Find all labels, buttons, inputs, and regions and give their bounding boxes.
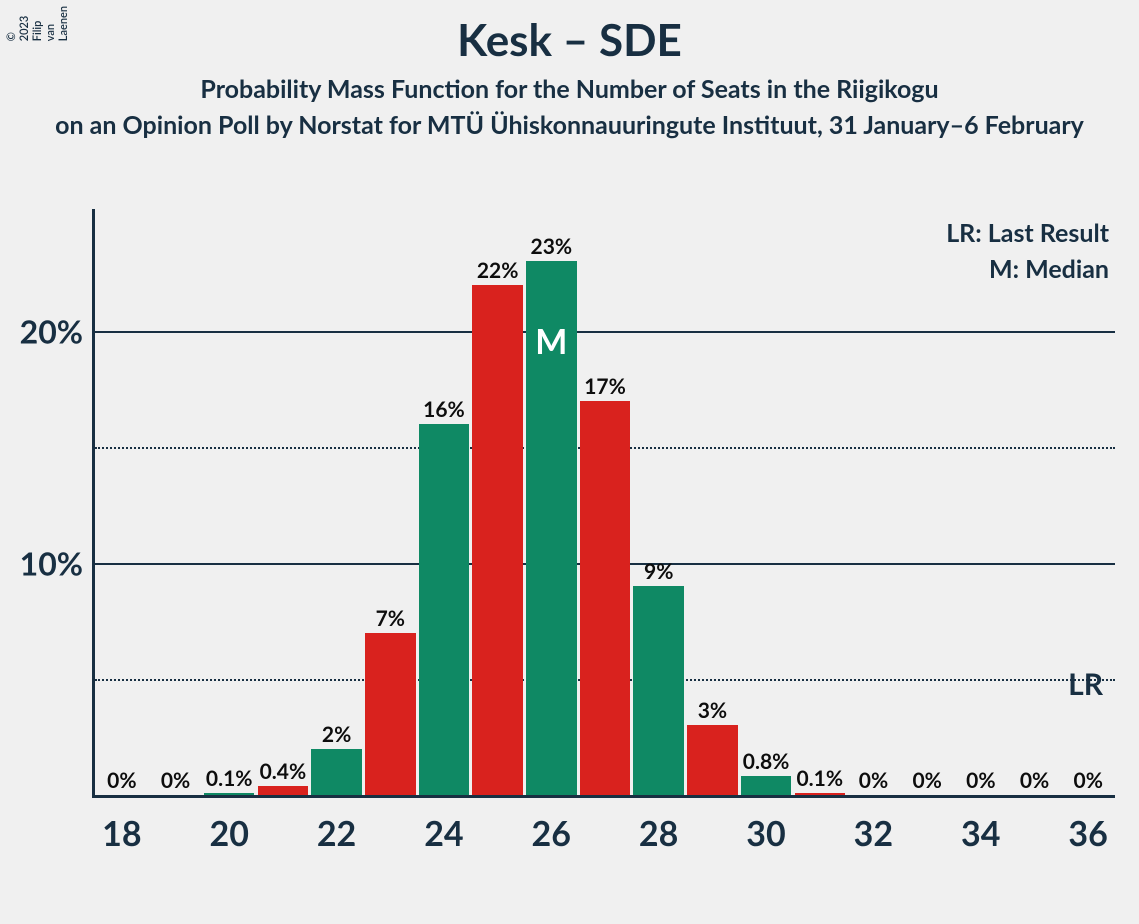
bar-value-label: 3% bbox=[698, 698, 727, 723]
bar-slot: 0% bbox=[149, 215, 203, 795]
x-axis-labels: 18202224262830323436 bbox=[68, 813, 1088, 854]
bar-value-label: 23% bbox=[531, 234, 573, 259]
bar: 9% bbox=[633, 586, 683, 795]
bar-slot: 17% bbox=[578, 215, 632, 795]
chart-plot-area: 0%0%0.1%0.4%2%7%16%22%23%M17%9%3%0.8%0.1… bbox=[95, 215, 1115, 795]
y-tick-label: 20% bbox=[20, 312, 83, 351]
bar-value-label: 0% bbox=[1074, 768, 1103, 793]
x-tick-label: 36 bbox=[1034, 813, 1139, 854]
bar-value-label: 0% bbox=[912, 768, 941, 793]
bar-slot: 0% bbox=[1061, 215, 1115, 795]
median-mark: M bbox=[535, 321, 567, 362]
bar-value-label: 9% bbox=[644, 559, 673, 584]
bar: 3% bbox=[687, 725, 737, 795]
bar: 23%M bbox=[526, 261, 576, 795]
bar-slot: 0% bbox=[95, 215, 149, 795]
y-tick-label: 10% bbox=[20, 544, 83, 583]
bar: 16% bbox=[419, 424, 469, 795]
bar-slot: 0% bbox=[900, 215, 954, 795]
bar-slot: 0% bbox=[954, 215, 1008, 795]
x-tick-label: 32 bbox=[820, 813, 927, 854]
bar-value-label: 0% bbox=[161, 768, 190, 793]
bar-value-label: 0.1% bbox=[206, 766, 253, 791]
bar: 22% bbox=[472, 285, 522, 795]
bar-slot: 0% bbox=[847, 215, 901, 795]
bar-slot: 0% bbox=[1008, 215, 1062, 795]
bar-value-label: 16% bbox=[423, 397, 465, 422]
bar-value-label: 0.4% bbox=[260, 759, 307, 784]
lr-marker: LR bbox=[1068, 666, 1103, 702]
bar: 17% bbox=[580, 401, 630, 795]
x-tick-label: 34 bbox=[927, 813, 1034, 854]
bar: 0.8% bbox=[741, 776, 791, 795]
bar: 0.1% bbox=[795, 793, 845, 795]
bar-slot: 23% M bbox=[525, 215, 579, 795]
bar: 7% bbox=[365, 633, 415, 795]
bar-value-label: 2% bbox=[322, 722, 351, 747]
bar-slot: 0.1% bbox=[202, 215, 256, 795]
bar-slot: 0.8% bbox=[739, 215, 793, 795]
x-tick-label: 30 bbox=[712, 813, 819, 854]
bar: 0.4% bbox=[258, 786, 308, 795]
bar-value-label: 0% bbox=[1020, 768, 1049, 793]
bar: 0.1% bbox=[204, 793, 254, 795]
bar-slot: 7% bbox=[363, 215, 417, 795]
x-tick-label: 22 bbox=[283, 813, 390, 854]
x-tick-label: 20 bbox=[176, 813, 283, 854]
chart-title: Kesk – SDE bbox=[0, 0, 1139, 66]
x-tick-label: 28 bbox=[605, 813, 712, 854]
bar-value-label: 0% bbox=[966, 768, 995, 793]
bar-slot: 9% bbox=[632, 215, 686, 795]
x-tick-label: 18 bbox=[68, 813, 175, 854]
bar-value-label: 22% bbox=[477, 258, 519, 283]
bar-slot: 2% bbox=[310, 215, 364, 795]
bar-value-label: 0.8% bbox=[743, 749, 790, 774]
x-tick-label: 24 bbox=[390, 813, 497, 854]
x-axis bbox=[92, 795, 1115, 798]
bar-value-label: 0% bbox=[107, 768, 136, 793]
bar: 2% bbox=[311, 749, 361, 795]
bar-slot: 3% bbox=[686, 215, 740, 795]
bar-value-label: 0.1% bbox=[796, 766, 843, 791]
copyright: © 2023 Filip van Laenen bbox=[5, 6, 70, 41]
bar-value-label: 7% bbox=[376, 606, 405, 631]
bar-slot: 16% bbox=[417, 215, 471, 795]
bar-slot: 22% bbox=[471, 215, 525, 795]
chart-subsubtitle: on an Opinion Poll by Norstat for MTÜ Üh… bbox=[0, 110, 1139, 140]
chart-subtitle: Probability Mass Function for the Number… bbox=[0, 74, 1139, 104]
bar-value-label: 0% bbox=[859, 768, 888, 793]
x-tick-label: 26 bbox=[498, 813, 605, 854]
bar-slot: 0.1% bbox=[793, 215, 847, 795]
bars-container: 0%0%0.1%0.4%2%7%16%22%23%M17%9%3%0.8%0.1… bbox=[95, 215, 1115, 795]
bar-value-label: 17% bbox=[584, 374, 626, 399]
bar-slot: 0.4% bbox=[256, 215, 310, 795]
